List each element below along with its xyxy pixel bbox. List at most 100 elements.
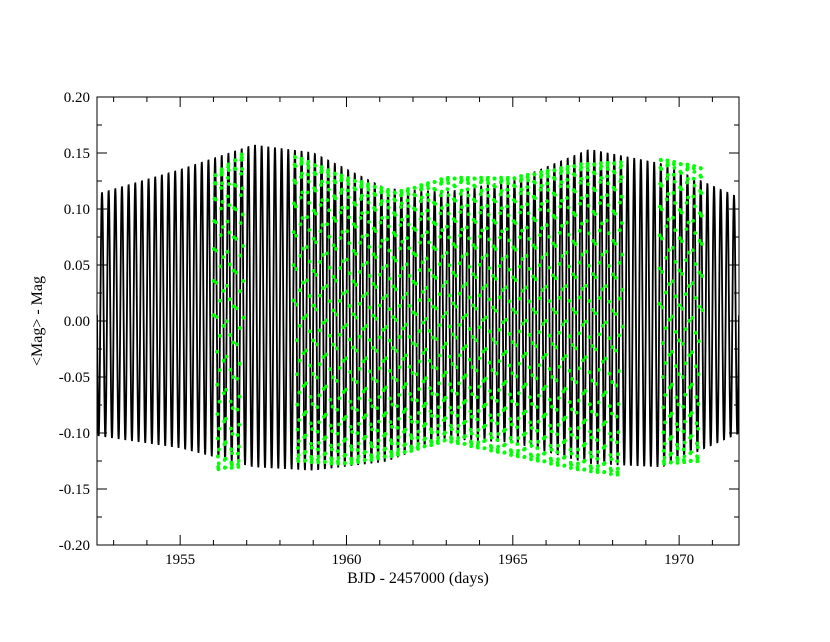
observed-point <box>484 226 489 231</box>
observed-point <box>669 435 674 439</box>
observed-point <box>403 427 408 432</box>
observed-point <box>494 341 499 345</box>
observed-point <box>609 457 614 461</box>
observed-point <box>693 296 698 300</box>
observed-point <box>659 167 664 171</box>
observed-point <box>392 190 397 195</box>
observed-point <box>388 368 392 373</box>
observed-point <box>350 406 355 410</box>
observed-point <box>497 295 502 300</box>
observed-point <box>378 220 383 225</box>
observed-point <box>321 387 326 391</box>
observed-point <box>298 253 303 258</box>
observed-point <box>386 224 391 229</box>
observed-point <box>661 405 666 410</box>
observed-point <box>584 249 589 254</box>
observed-point <box>352 179 357 184</box>
observed-point <box>374 379 379 383</box>
observed-point <box>381 327 385 332</box>
observed-point <box>218 264 223 269</box>
observed-point <box>673 294 678 299</box>
observed-point <box>341 358 346 363</box>
observed-point <box>568 400 572 405</box>
observed-point <box>400 217 404 222</box>
observed-point <box>407 304 412 308</box>
observed-point <box>486 237 491 242</box>
observed-point <box>433 222 438 227</box>
observed-point <box>528 420 533 425</box>
observed-point <box>549 461 553 466</box>
observed-point <box>227 203 232 208</box>
observed-point <box>369 457 374 462</box>
observed-point <box>612 187 617 192</box>
observed-point <box>539 173 544 177</box>
observed-point <box>353 187 358 192</box>
observed-point <box>519 174 523 178</box>
observed-point <box>528 439 533 444</box>
observed-point <box>665 161 670 166</box>
observed-point <box>291 263 296 268</box>
observed-point <box>408 392 413 396</box>
observed-point <box>399 191 404 196</box>
observed-point <box>363 450 368 454</box>
observed-point <box>581 391 586 396</box>
observed-point <box>693 262 698 267</box>
observed-point <box>330 375 335 380</box>
observed-point <box>617 260 622 265</box>
observed-point <box>580 322 585 327</box>
observed-point <box>564 284 569 289</box>
observed-point <box>372 185 377 189</box>
observed-point <box>213 181 218 186</box>
observed-point <box>587 335 592 340</box>
observed-point <box>466 212 471 217</box>
observed-point <box>340 205 345 210</box>
observed-point <box>361 327 366 331</box>
observed-point <box>219 186 224 190</box>
observed-point <box>386 205 391 210</box>
observed-point <box>514 402 519 407</box>
observed-point <box>495 421 499 426</box>
observed-point <box>555 463 560 467</box>
observed-point <box>220 200 225 204</box>
observed-point <box>377 395 381 399</box>
observed-point <box>571 272 575 277</box>
observed-point <box>489 445 494 450</box>
observed-point <box>370 345 375 350</box>
observed-point <box>487 329 492 334</box>
observed-point <box>482 438 487 443</box>
observed-point <box>376 451 381 456</box>
observed-point <box>331 274 336 279</box>
observed-point <box>676 402 681 407</box>
observed-point <box>619 194 624 199</box>
observed-point <box>577 295 582 300</box>
observed-point <box>499 189 504 193</box>
observed-point <box>530 402 534 406</box>
observed-point <box>608 472 613 476</box>
observed-point <box>490 305 495 310</box>
observed-point <box>383 432 388 436</box>
observed-point <box>353 202 358 207</box>
observed-point <box>327 265 332 270</box>
observed-point <box>484 315 489 320</box>
observed-point <box>551 273 555 278</box>
observed-point <box>449 427 454 432</box>
observed-point <box>509 450 514 455</box>
observed-point <box>374 285 378 289</box>
observed-point <box>454 273 458 278</box>
observed-point <box>527 333 532 337</box>
observed-point <box>373 255 378 260</box>
observed-point <box>674 364 679 369</box>
observed-point <box>397 335 402 339</box>
observed-point <box>573 213 578 217</box>
observed-point <box>378 202 383 207</box>
observed-point <box>606 264 611 268</box>
observed-point <box>291 230 296 235</box>
observed-point <box>693 231 697 235</box>
observed-point <box>523 409 528 414</box>
observed-point <box>540 255 545 260</box>
observed-point <box>329 443 333 448</box>
observed-point <box>675 446 680 451</box>
observed-point <box>525 202 529 207</box>
observed-point <box>460 227 465 232</box>
observed-point <box>343 452 348 457</box>
